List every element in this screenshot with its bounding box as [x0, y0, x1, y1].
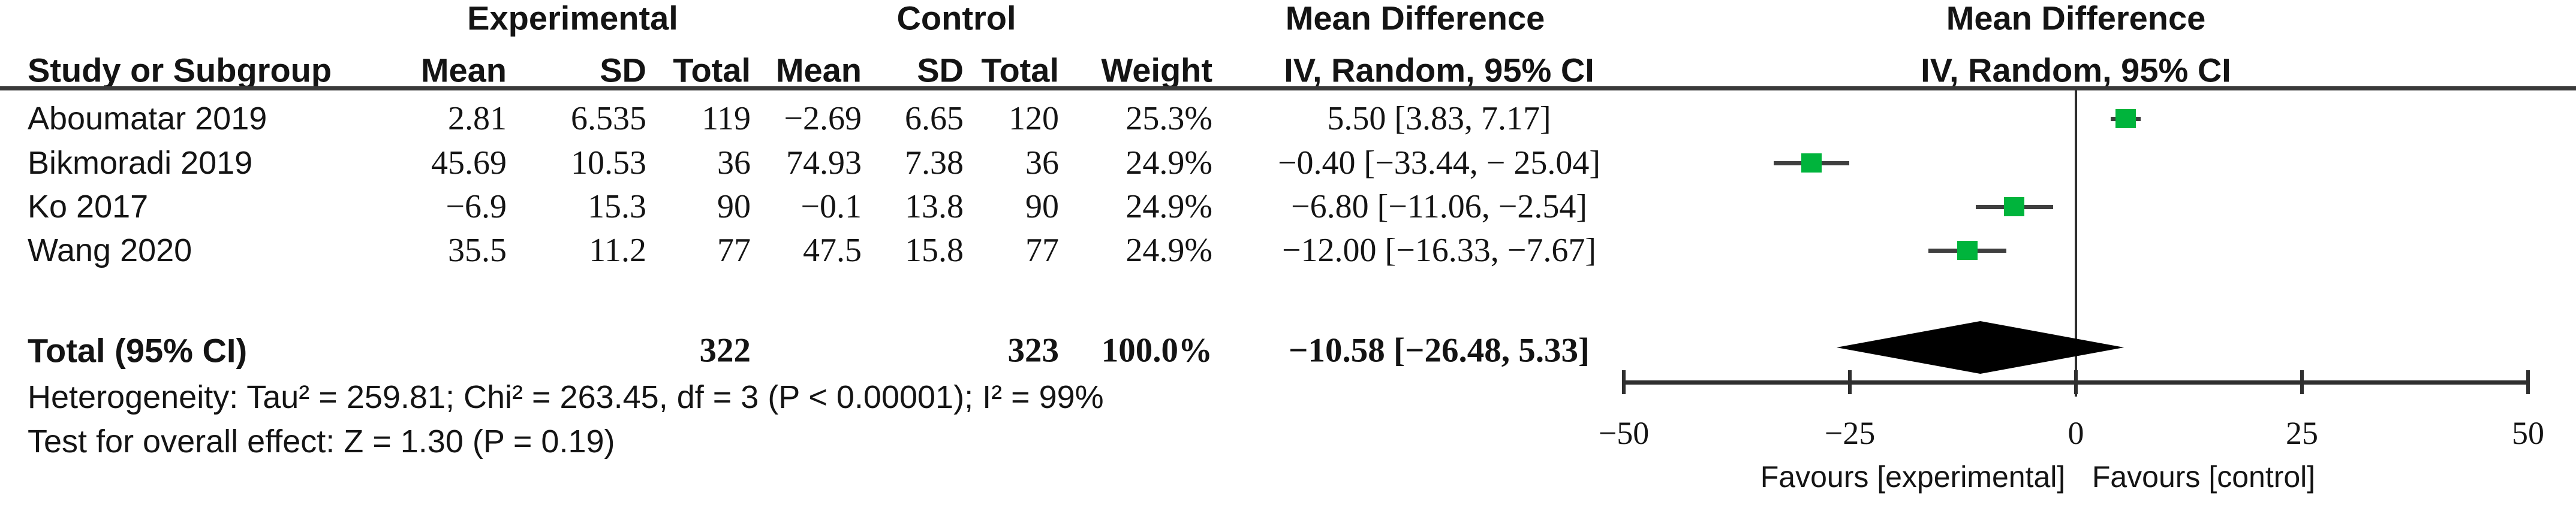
weight: 24.9% — [1126, 188, 1212, 225]
ctl-mean: −0.1 — [801, 188, 862, 225]
total-exp-n: 322 — [699, 331, 751, 370]
exp-sd: 10.53 — [571, 144, 646, 182]
ctl-mean: 74.93 — [786, 144, 862, 182]
axis-tick-label: 0 — [2068, 415, 2084, 451]
exp-mean: 45.69 — [431, 144, 507, 182]
ci-text: −6.80 [−11.06, −2.54] — [1291, 188, 1587, 225]
col-header-ctl-sd: SD — [917, 51, 964, 89]
group-header-band: Experimental Control Mean Difference Mea… — [0, 0, 2576, 37]
ctl-mean: 47.5 — [803, 232, 862, 269]
header-experimental-group: Experimental — [467, 0, 678, 37]
col-header-exp-mean: Mean — [420, 51, 507, 89]
ctl-sd: 6.65 — [905, 100, 964, 137]
weight: 24.9% — [1126, 232, 1212, 269]
exp-total: 36 — [717, 144, 751, 182]
col-header-exp-sd: SD — [600, 51, 646, 89]
study-label: Ko 2017 — [28, 189, 149, 225]
ctl-total: 77 — [1025, 232, 1059, 269]
table-row: Bikmoradi 2019 45.69 10.53 36 74.93 7.38… — [0, 141, 2576, 185]
total-row: Total (95% CI) 322 323 100.0% −10.58 [−2… — [0, 328, 2576, 373]
ctl-sd: 7.38 — [905, 144, 964, 182]
effect-square — [2004, 197, 2025, 216]
total-label: Total (95% CI) — [28, 331, 248, 370]
exp-sd: 15.3 — [588, 188, 646, 225]
study-label: Bikmoradi 2019 — [28, 145, 253, 181]
axis-tick — [1622, 370, 1626, 394]
axis-tick-label: −25 — [1824, 415, 1876, 451]
effect-square — [1957, 241, 1978, 260]
ctl-total: 120 — [1009, 100, 1059, 137]
column-header-band: Study or Subgroup Mean SD Total Mean SD … — [0, 52, 2576, 89]
weight: 24.9% — [1126, 144, 1212, 182]
axis-tick — [2526, 370, 2530, 394]
col-header-weight: Weight — [1101, 51, 1212, 89]
ctl-total: 36 — [1025, 144, 1059, 182]
exp-total: 119 — [702, 100, 751, 137]
axis-tick-label: 50 — [2512, 415, 2544, 451]
col-header-study: Study or Subgroup — [28, 51, 332, 89]
axis-tick-label: −50 — [1598, 415, 1650, 451]
favours-control-label: Favours [control] — [2092, 460, 2316, 494]
heterogeneity-stats: Heterogeneity: Tau² = 259.81; Chi² = 263… — [28, 379, 1104, 415]
ci-text: −0.40 [−33.44, − 25.04] — [1277, 144, 1601, 182]
overall-effect-test: Test for overall effect: Z = 1.30 (P = 0… — [28, 424, 615, 459]
exp-total: 90 — [717, 188, 751, 225]
exp-mean: 2.81 — [448, 100, 507, 137]
effect-square — [1801, 153, 1822, 173]
ci-text: −12.00 [−16.33, −7.67] — [1281, 232, 1597, 269]
header-divider-rule — [0, 86, 2576, 90]
total-ci-text: −10.58 [−26.48, 5.33] — [1289, 331, 1590, 370]
col-header-exp-total: Total — [673, 51, 751, 89]
axis-tick — [2074, 370, 2078, 394]
table-row: Ko 2017 −6.9 15.3 90 −0.1 13.8 90 24.9% … — [0, 185, 2576, 229]
exp-sd: 6.535 — [571, 100, 646, 137]
study-label: Wang 2020 — [28, 232, 192, 268]
total-weight: 100.0% — [1101, 331, 1212, 370]
ci-text: 5.50 [3.83, 7.17] — [1327, 100, 1551, 137]
table-row: Wang 2020 35.5 11.2 77 47.5 15.8 77 24.9… — [0, 228, 2576, 273]
weight: 25.3% — [1126, 100, 1212, 137]
ctl-mean: −2.69 — [784, 100, 862, 137]
axis-tick — [1848, 370, 1852, 394]
col-header-ctl-total: Total — [981, 51, 1059, 89]
table-row: Aboumatar 2019 2.81 6.535 119 −2.69 6.65… — [0, 96, 2576, 141]
ctl-sd: 13.8 — [905, 188, 964, 225]
ctl-sd: 15.8 — [905, 232, 964, 269]
ctl-total: 90 — [1025, 188, 1059, 225]
header-control-group: Control — [896, 0, 1016, 37]
axis-tick-label: 25 — [2286, 415, 2318, 451]
effect-square — [2115, 109, 2136, 128]
header-mean-difference-left: Mean Difference — [1285, 0, 1545, 37]
header-mean-difference-right: Mean Difference — [1946, 0, 2206, 37]
zero-reference-line — [2075, 90, 2077, 397]
exp-sd: 11.2 — [589, 232, 646, 269]
favours-experimental-label: Favours [experimental] — [1760, 460, 2066, 494]
col-header-iv-random-left: IV, Random, 95% CI — [1284, 51, 1594, 89]
exp-mean: 35.5 — [448, 232, 507, 269]
total-ctl-n: 323 — [1007, 331, 1060, 370]
axis-tick — [2300, 370, 2304, 394]
exp-mean: −6.9 — [446, 188, 507, 225]
col-header-iv-random-right: IV, Random, 95% CI — [1921, 51, 2231, 89]
exp-total: 77 — [717, 232, 751, 269]
col-header-ctl-mean: Mean — [775, 51, 862, 89]
study-label: Aboumatar 2019 — [28, 101, 267, 137]
